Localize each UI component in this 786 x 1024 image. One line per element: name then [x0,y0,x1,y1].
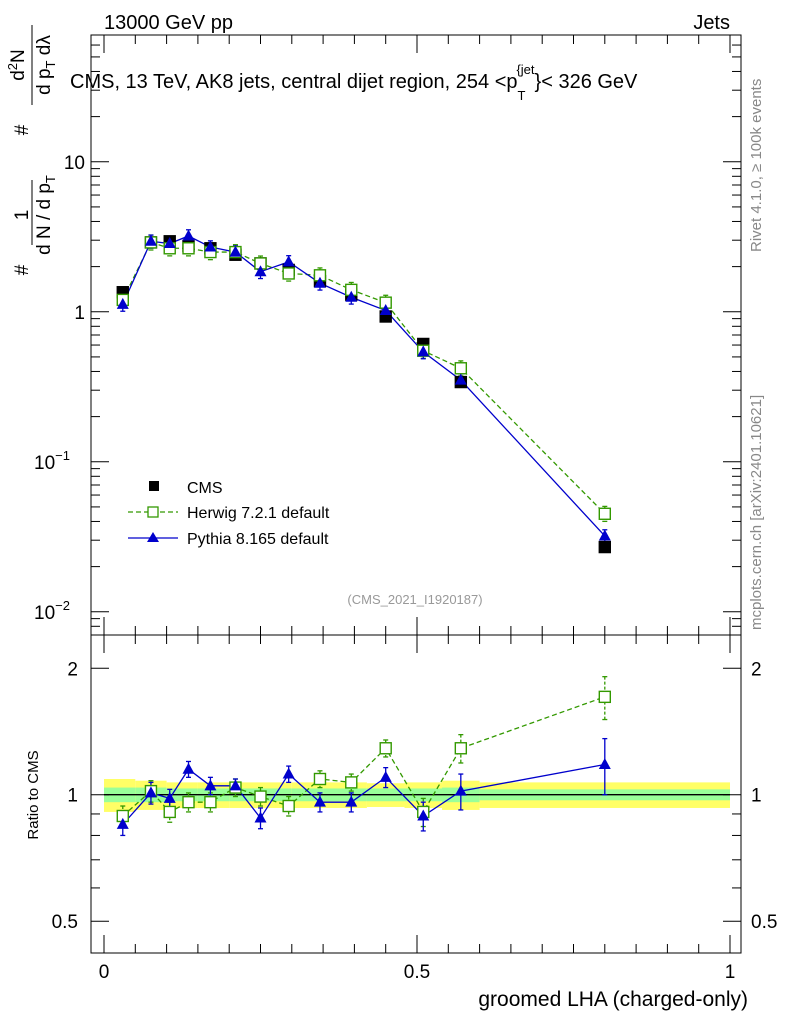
pythia-ratio-line [122,763,605,825]
ratio-y-tick-label-left: 1 [67,786,78,807]
main-y-tick-label: 10−1 [34,448,70,474]
ratio-y-tick-label-right: 0.5 [751,912,777,933]
svg-text:d N / d pT: d N / d pT [34,175,58,255]
pythia-ratio-point [229,779,242,791]
ratio-y-tick-label-left: 2 [67,659,78,680]
main-y-axis-label: # 1 d N / d pT # d2N d pT dλ [5,25,58,275]
rivet-version-label: Rivet 4.1.0, ≥ 100k events [748,79,765,252]
herwig-ratio-point [182,795,195,809]
pythia-ratio-point [204,779,217,791]
svg-text:d2N: d2N [5,49,29,81]
pythia-ratio-point [282,767,295,779]
pythia-ratio-point [454,784,467,796]
pythia-data-point [163,237,176,249]
pythia-data-point [598,529,611,541]
pythia-data-point [116,297,129,309]
pythia-data-point [282,255,295,267]
svg-text:d pT dλ: d pT dλ [34,35,58,95]
pythia-data-point [182,229,195,241]
herwig-ratio-point [163,805,176,819]
herwig-ratio-point [254,790,267,803]
svg-text:#: # [12,124,33,135]
main-y-tick-label: 1 [74,303,85,324]
chart-title-end: }< 326 GeV [535,71,639,93]
legend-marker-pythia [147,532,159,542]
herwig-ratio-point [598,690,611,704]
pythia-ratio-point [345,795,358,807]
herwig-ratio-point [379,742,392,755]
ratio-y-tick-label-left: 0.5 [52,912,78,933]
cms-data-point [598,540,611,554]
legend-marker-cms [149,481,159,491]
main-y-tick-label: 10−2 [34,598,70,624]
pythia-ratio-point [144,786,157,798]
mcplots-source-label: mcplots.cern.ch [arXiv:2401.10621] [748,395,765,630]
analysis-watermark: (CMS_2021_I1920187) [347,592,482,607]
ratio-panel-frame [90,634,742,954]
herwig-ratio-point [345,776,358,789]
ratio-series-layer [116,676,611,837]
pythia-ratio-point [182,762,195,774]
x-axis-label: groomed LHA (charged-only) [478,988,748,1011]
pythia-ratio-point [163,791,176,803]
chart-title-main: CMS, 13 TeV, AK8 jets, central dijet reg… [70,71,518,93]
pythia-ratio-point [254,811,267,823]
pythia-data-point [379,303,392,315]
energy-label: 13000 GeV pp [104,12,233,34]
category-label: Jets [693,12,730,34]
pythia-data-point [144,234,157,246]
legend: CMS Herwig 7.2.1 default Pythia 8.165 de… [128,480,330,548]
ratio-y-tick-label-right: 1 [751,786,762,807]
pythia-data-point [313,276,326,288]
main-series-layer [116,229,611,554]
herwig-data-point [598,507,611,520]
pythia-ratio-point [116,817,129,829]
legend-entry-pythia: Pythia 8.165 default [128,531,329,548]
x-tick-label: 0.5 [404,962,430,983]
herwig-data-point [454,362,468,375]
herwig-ratio-point [454,742,468,755]
ratio-y-tick-label-right: 2 [751,659,762,680]
ratio-axis-ticks: 2 2 1 1 0.5 0.5 0 0.5 1 [52,635,777,983]
svg-text:#: # [12,264,33,275]
legend-label-pythia: Pythia 8.165 default [187,531,329,548]
herwig-main-line [122,241,606,515]
pythia-data-point [229,245,242,257]
x-tick-label: 1 [725,962,736,983]
x-tick-label: 0 [99,962,110,983]
pythia-data-point [417,345,430,357]
ratio-y-axis-label: Ratio to CMS [25,750,42,839]
chart-title-superscript: {jet [516,62,534,77]
pythia-ratio-point [598,758,611,770]
pythia-data-point [345,290,358,302]
legend-label-cms: CMS [187,480,223,497]
ratio-uncertainty-band [104,779,730,812]
legend-marker-herwig [147,506,159,518]
pythia-data-point [204,240,217,252]
legend-label-herwig: Herwig 7.2.1 default [187,505,330,522]
svg-text:1: 1 [12,210,33,221]
main-y-tick-label: 10 [64,153,85,174]
herwig-data-point [282,267,295,280]
legend-entry-herwig: Herwig 7.2.1 default [128,505,330,522]
pythia-ratio-point [313,795,326,807]
legend-entry-cms: CMS [149,480,223,497]
pythia-data-point [254,265,267,277]
chart-title-subscript: T [518,88,526,103]
herwig-ratio-point [204,795,217,809]
main-axis-ticks: 10 1 10−1 10−2 [34,34,741,636]
herwig-ratio-point [282,799,295,813]
pythia-ratio-point [417,809,430,821]
pythia-ratio-point [379,770,392,782]
herwig-data-point [182,242,195,255]
pythia-data-point [454,373,467,385]
chart-title: CMS, 13 TeV, AK8 jets, central dijet reg… [70,62,638,103]
herwig-ratio-line [122,696,606,817]
herwig-ratio-point [313,772,327,786]
